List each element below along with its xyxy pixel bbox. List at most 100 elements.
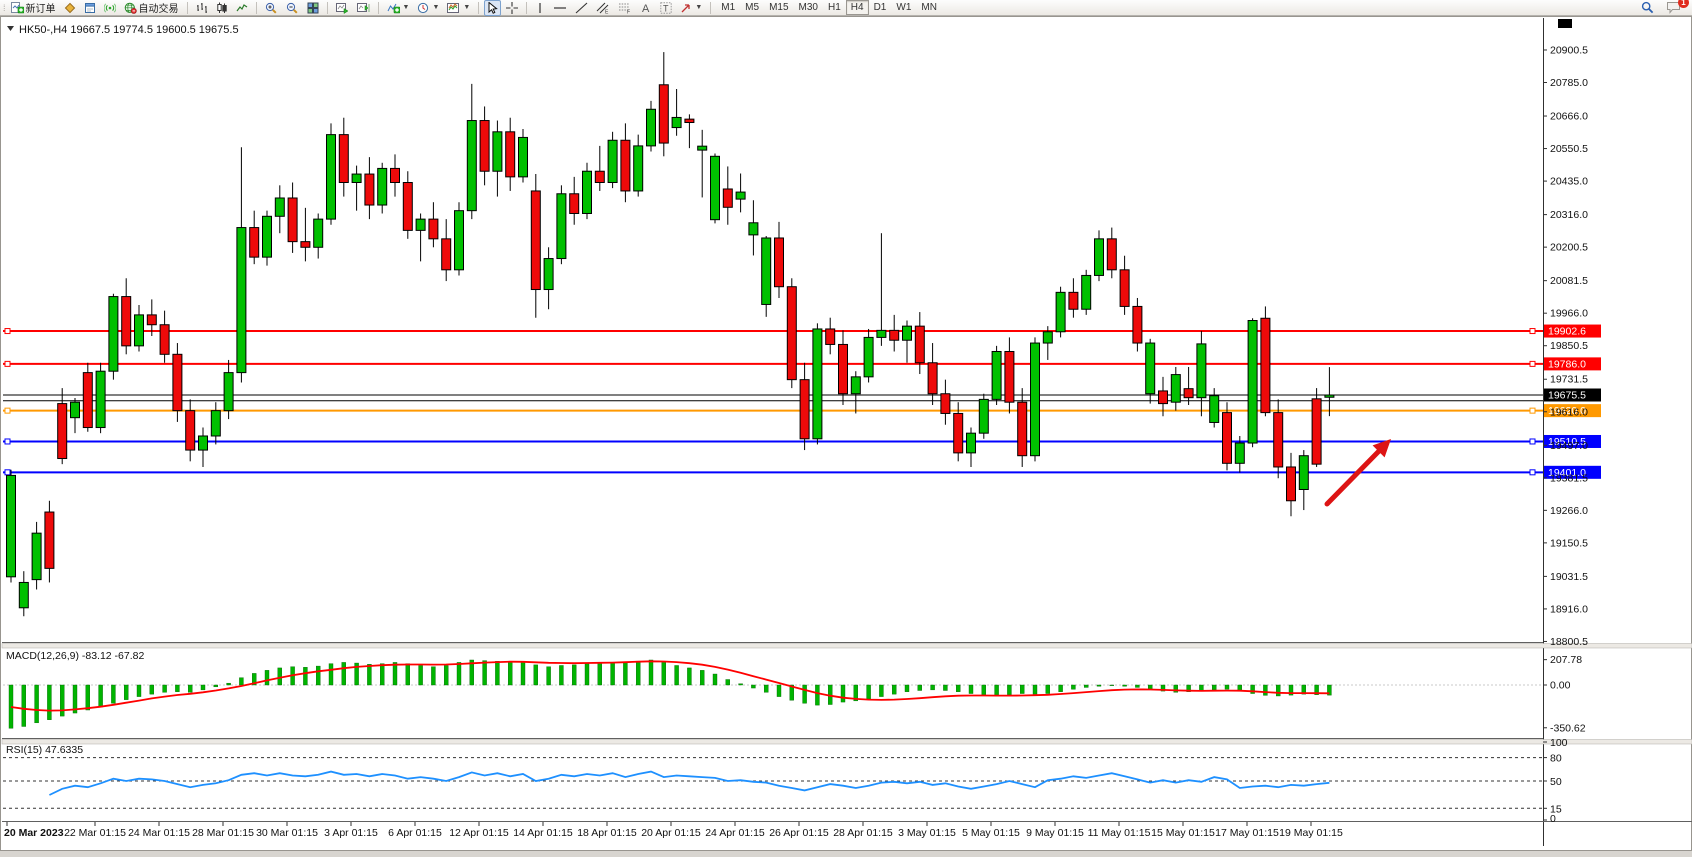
signals-button[interactable] bbox=[101, 0, 119, 16]
candle bbox=[812, 328, 823, 440]
vertical-line-button[interactable] bbox=[532, 0, 548, 16]
candle bbox=[774, 237, 784, 288]
chart-window[interactable]: 19902.6 19786.0 19675.5 19620.0 19510.5 19401… bbox=[0, 16, 1692, 851]
zoom-out-icon bbox=[286, 2, 299, 14]
channel-button[interactable]: E bbox=[593, 0, 613, 16]
candle bbox=[108, 296, 119, 372]
candle bbox=[70, 401, 80, 419]
candle bbox=[313, 218, 324, 248]
candle bbox=[1260, 317, 1271, 414]
title-dropdown-icon[interactable] bbox=[7, 26, 14, 31]
candle bbox=[684, 118, 695, 124]
toolbar-grip[interactable]: ⁞ bbox=[3, 2, 5, 13]
text-button[interactable]: A bbox=[637, 0, 655, 16]
arrows-button[interactable]: ▼ bbox=[677, 0, 705, 16]
auto-scroll-icon bbox=[335, 2, 349, 14]
price-tick-label: 20435.0 bbox=[1550, 176, 1588, 188]
candle bbox=[492, 131, 503, 172]
price-tick-label: 19031.5 bbox=[1550, 571, 1588, 583]
price-tag: 19902.6 bbox=[1544, 324, 1601, 338]
date-label: 9 May 01:15 bbox=[1026, 827, 1084, 839]
crosshair-button[interactable] bbox=[503, 0, 521, 16]
time-axis[interactable]: 20 Mar 2023 22 Mar 01:15 24 Mar 01:15 28 Ma… bbox=[4, 822, 1343, 839]
auto-scroll-button[interactable] bbox=[333, 0, 352, 16]
periods-button[interactable]: ▼ bbox=[414, 0, 442, 16]
candle bbox=[300, 241, 311, 248]
horizontal-line-button[interactable] bbox=[550, 0, 570, 16]
date-label: 6 Apr 01:15 bbox=[388, 827, 442, 839]
cursor-icon bbox=[487, 1, 499, 14]
timeframe-H1[interactable]: H1 bbox=[827, 2, 841, 13]
indicators-icon bbox=[387, 2, 400, 14]
tile-windows-button[interactable] bbox=[304, 0, 322, 16]
candle bbox=[1170, 374, 1181, 403]
candle bbox=[940, 393, 951, 414]
indicators-button[interactable]: ▼ bbox=[384, 0, 413, 16]
chart-shift-button[interactable] bbox=[354, 0, 373, 16]
price-tick-label: 19497.0 bbox=[1550, 440, 1588, 452]
fibonacci-button[interactable]: F bbox=[615, 0, 635, 16]
candle bbox=[543, 258, 554, 291]
toolbar-separator bbox=[478, 1, 480, 14]
candlestick-button[interactable] bbox=[213, 0, 231, 16]
timeframe-D1[interactable]: D1 bbox=[873, 2, 887, 13]
svg-text:19786.0: 19786.0 bbox=[1548, 358, 1586, 370]
candle bbox=[953, 412, 964, 454]
auto-trading-button[interactable]: 自动交易 bbox=[121, 0, 182, 16]
tile-windows-icon bbox=[307, 2, 319, 14]
zoom-in-icon bbox=[265, 2, 278, 14]
timeframe-MN[interactable]: MN bbox=[921, 2, 937, 13]
timeframe-H4[interactable]: H4 bbox=[845, 0, 869, 15]
candle bbox=[428, 218, 439, 240]
zoom-in-button[interactable] bbox=[262, 0, 281, 16]
timeframe-M15[interactable]: M15 bbox=[769, 2, 789, 13]
chart-canvas[interactable]: 19902.6 19786.0 19675.5 19620.0 19510.5 19401… bbox=[1, 17, 1692, 852]
price-axis[interactable]: 19902.6 19786.0 19675.5 19620.0 19510.5 19401… bbox=[1543, 44, 1601, 648]
new-order-button[interactable]: 新订单 bbox=[8, 0, 59, 16]
text-label-button[interactable]: T bbox=[657, 0, 675, 16]
search-button[interactable] bbox=[1638, 0, 1657, 16]
chart-shift-marker[interactable] bbox=[1558, 19, 1572, 28]
channel-icon: E bbox=[596, 2, 610, 14]
candle bbox=[863, 336, 874, 378]
svg-text:19401.0: 19401.0 bbox=[1548, 467, 1586, 479]
candle bbox=[326, 134, 336, 220]
candle bbox=[518, 136, 528, 178]
candle bbox=[1119, 269, 1130, 307]
candle bbox=[594, 170, 605, 184]
market-watch-button[interactable] bbox=[81, 0, 99, 16]
price-tick-label: 19381.5 bbox=[1550, 472, 1588, 484]
candle bbox=[530, 190, 541, 291]
main-toolbar: ⁞ 新订单 自动交易 ▼ ▼ ▼ E F A T ▼ M1 M5 M15 M30 H1 H… bbox=[0, 0, 1692, 16]
candle bbox=[786, 286, 797, 381]
timeframe-M30[interactable]: M30 bbox=[798, 2, 818, 13]
candle bbox=[569, 193, 580, 214]
candle bbox=[1017, 401, 1028, 457]
candle bbox=[735, 191, 746, 200]
candle bbox=[838, 343, 848, 395]
line-chart-button[interactable] bbox=[233, 0, 251, 16]
price-tick-label: 19266.0 bbox=[1550, 505, 1588, 517]
candle bbox=[1311, 398, 1322, 465]
templates-button[interactable]: ▼ bbox=[444, 0, 473, 16]
toolbar-separator bbox=[186, 1, 188, 14]
price-tag: 19510.5 bbox=[1544, 434, 1601, 448]
candle bbox=[646, 108, 656, 147]
bar-chart-button[interactable] bbox=[193, 0, 211, 16]
candle bbox=[902, 325, 912, 341]
timeframe-M5[interactable]: M5 bbox=[745, 2, 760, 13]
text-icon: A bbox=[640, 2, 652, 14]
timeframe-W1[interactable]: W1 bbox=[896, 2, 912, 13]
trendline-button[interactable] bbox=[572, 0, 591, 16]
timeframe-M1[interactable]: M1 bbox=[721, 2, 736, 13]
macd-panel: 207.78 0.00 -350.62 bbox=[3, 654, 1586, 734]
date-label: 5 May 01:15 bbox=[962, 827, 1020, 839]
toolbox-button[interactable] bbox=[61, 0, 79, 16]
price-tick-label: 20200.5 bbox=[1550, 242, 1588, 254]
toolbar-separator bbox=[526, 1, 528, 14]
candle bbox=[722, 188, 733, 208]
cursor-button[interactable] bbox=[484, 0, 502, 16]
chat-button[interactable]: 1 bbox=[1663, 0, 1689, 16]
templates-icon bbox=[447, 2, 460, 14]
zoom-out-button[interactable] bbox=[283, 0, 302, 16]
